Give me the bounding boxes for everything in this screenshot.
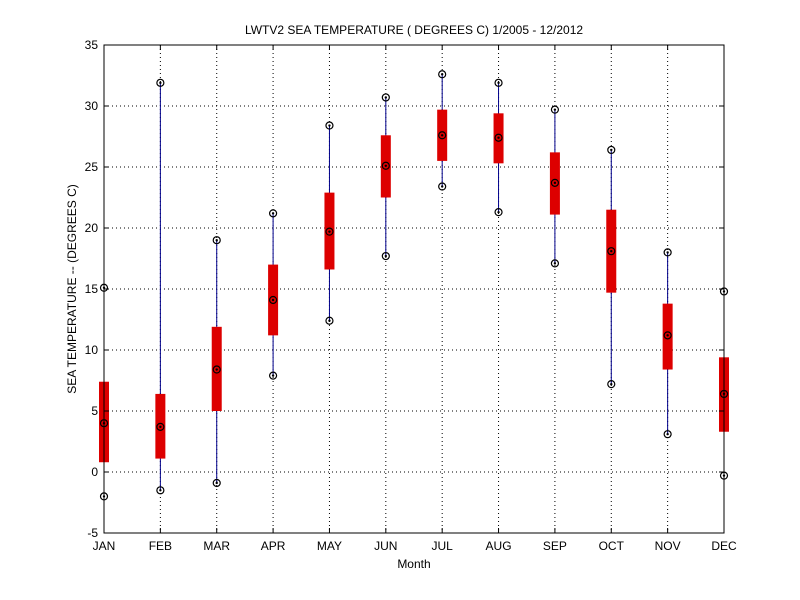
min-marker-dot [610,382,613,386]
box-jun [380,93,391,261]
iqr-box [662,303,673,370]
median-marker [663,331,672,340]
min-marker [494,208,503,217]
y-tick-label: 20 [85,221,99,235]
min-marker [607,380,616,389]
max-marker [438,70,447,79]
max-marker [663,248,672,257]
min-marker [212,478,221,488]
box-feb [155,78,166,495]
x-tick-label: MAY [317,539,342,553]
max-marker [325,121,334,130]
min-marker [325,316,334,325]
min-marker-dot [271,374,275,377]
x-tick-label: OCT [599,539,625,553]
min-marker-dot [159,489,162,492]
max-marker [268,209,278,218]
max-marker-dot [384,96,388,99]
median-marker-dot [271,298,275,302]
y-tick-label: 0 [91,465,98,479]
min-marker-dot [328,319,331,322]
y-tick-label: 25 [85,160,99,174]
min-marker [268,371,278,380]
y-tick-label: 15 [85,282,99,296]
median-marker-dot [384,164,388,167]
x-tick-label: APR [261,539,286,553]
median-marker [494,133,503,142]
y-axis-label: SEA TEMPERATURE -- (DEGREES C) [65,184,79,394]
median-marker [381,161,390,170]
box-may [324,121,335,325]
median-marker [325,227,334,236]
y-axis: -5 0 5 10 15 20 25 30 35 [85,38,724,540]
median-marker [268,295,278,305]
max-marker-dot [497,81,500,85]
max-marker [381,93,390,102]
median-marker-dot [215,368,218,371]
median-marker [438,131,447,140]
y-tick-label: 10 [85,343,99,357]
max-marker-dot [215,239,218,242]
x-axis: JAN FEB MAR APR MAY JUN JUL AUG SEP OCT NOV DEC [93,45,737,553]
box-jul [437,70,448,191]
y-tick-label: 30 [85,99,99,113]
box-sep [549,105,560,268]
min-marker-dot [497,210,500,214]
x-tick-label: JAN [93,539,116,553]
min-marker [381,251,390,261]
x-tick-label: FEB [149,539,172,553]
max-marker [156,78,165,87]
y-tick-label: 5 [91,404,98,418]
min-marker-dot [666,432,669,436]
min-marker-dot [440,185,444,188]
max-marker [212,236,221,245]
min-marker-dot [553,262,557,265]
min-marker-dot [215,481,218,485]
x-tick-label: NOV [655,539,681,553]
x-tick-label: MAR [203,539,230,553]
x-tick-label: AUG [486,539,512,553]
max-marker-dot [159,81,162,85]
x-tick-label: JUL [432,539,454,553]
x-axis-label: Month [397,557,430,571]
min-marker [550,259,560,268]
max-marker [550,105,560,114]
median-marker-dot [497,136,500,139]
max-marker-dot [553,108,557,111]
max-marker [494,78,503,87]
min-marker [663,430,672,439]
min-marker [156,486,165,495]
y-tick-label: -5 [87,526,98,540]
box-aug [493,78,504,217]
box-oct [606,145,617,389]
median-marker-dot [553,181,557,185]
max-marker [607,145,616,155]
median-marker-dot [328,230,331,233]
max-marker-dot [271,212,275,215]
box-apr [268,209,279,380]
chart-title: LWTV2 SEA TEMPERATURE ( DEGREES C) 1/200… [245,23,583,37]
x-tick-label: SEP [543,539,567,553]
min-marker-dot [384,254,388,258]
box-mar [211,236,222,488]
max-marker-dot [610,148,613,152]
max-marker-dot [440,73,444,76]
y-tick-label: 35 [85,38,99,52]
min-marker [438,182,447,191]
max-marker-dot [666,251,669,254]
box-nov [662,248,673,439]
x-tick-label: DEC [711,539,737,553]
median-marker-dot [159,425,162,429]
x-tick-label: JUN [374,539,397,553]
median-marker-dot [610,249,613,253]
median-marker-dot [666,334,669,337]
median-marker [212,365,221,374]
median-marker [607,247,616,256]
median-marker-dot [440,134,444,137]
median-marker [550,178,560,187]
median-marker [156,422,165,431]
max-marker-dot [328,124,331,127]
